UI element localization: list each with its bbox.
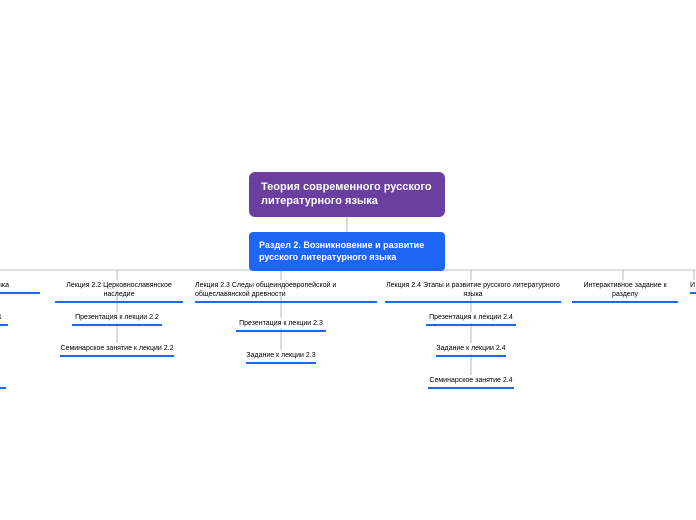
lecture-node-2-2[interactable]: Лекция 2.2 Церковнославянское наследие [55,281,183,303]
sub-label: Презентация к лекции 2.4 [429,314,513,321]
lecture-node-interactive[interactable]: Интерактивное задание к разделу [572,281,678,303]
sub-label: .1 [0,314,2,321]
sub-label: Задание к лекции 2.4 [436,345,505,352]
sub-node-1b[interactable]: Семинарское занятие к лекции 2.2 [60,344,174,357]
lecture-node-partial-right[interactable]: И [690,281,696,294]
lecture-label: Интерактивное задание к разделу [583,282,666,298]
sub-node-1a[interactable]: Презентация к лекции 2.2 [72,313,162,326]
lecture-label: Лекция 2.2 Церковнославянское наследие [66,282,172,298]
section-label: Раздел 2. Возникновение и развитие русск… [259,240,424,262]
section-node[interactable]: Раздел 2. Возникновение и развитие русск… [249,232,445,271]
sub-node-0b[interactable]: 1 [0,376,6,389]
sub-label: Презентация к лекции 2.3 [239,320,323,327]
sub-label: Семинарское занятие 2.4 [429,377,512,384]
sub-label: Презентация к лекции 2.2 [75,314,159,321]
sub-node-3a[interactable]: Презентация к лекции 2.4 [426,313,516,326]
sub-label: Задание к лекции 2.3 [246,352,315,359]
lecture-label: Лекция 2.3 Следы общеиндоевропейской и о… [195,282,336,298]
root-node[interactable]: Теория современного русского литературно… [249,172,445,217]
sub-node-3b[interactable]: Задание к лекции 2.4 [436,344,506,357]
lecture-node-partial-left[interactable]: рного языка [0,281,40,294]
lecture-label: И [690,282,695,289]
sub-node-3c[interactable]: Семинарское занятие 2.4 [428,376,514,389]
sub-node-2a[interactable]: Презентация к лекции 2.3 [236,319,326,332]
root-label: Теория современного русского литературно… [261,181,432,207]
lecture-label: Лекция 2.4 Этапы и развитие русского лит… [386,282,560,298]
sub-node-2b[interactable]: Задание к лекции 2.3 [246,351,316,364]
lecture-node-2-4[interactable]: Лекция 2.4 Этапы и развитие русского лит… [385,281,561,303]
sub-node-0a[interactable]: .1 [0,313,8,326]
lecture-label: рного языка [0,282,9,289]
lecture-node-2-3[interactable]: Лекция 2.3 Следы общеиндоевропейской и о… [195,281,377,303]
sub-label: Семинарское занятие к лекции 2.2 [61,345,174,352]
